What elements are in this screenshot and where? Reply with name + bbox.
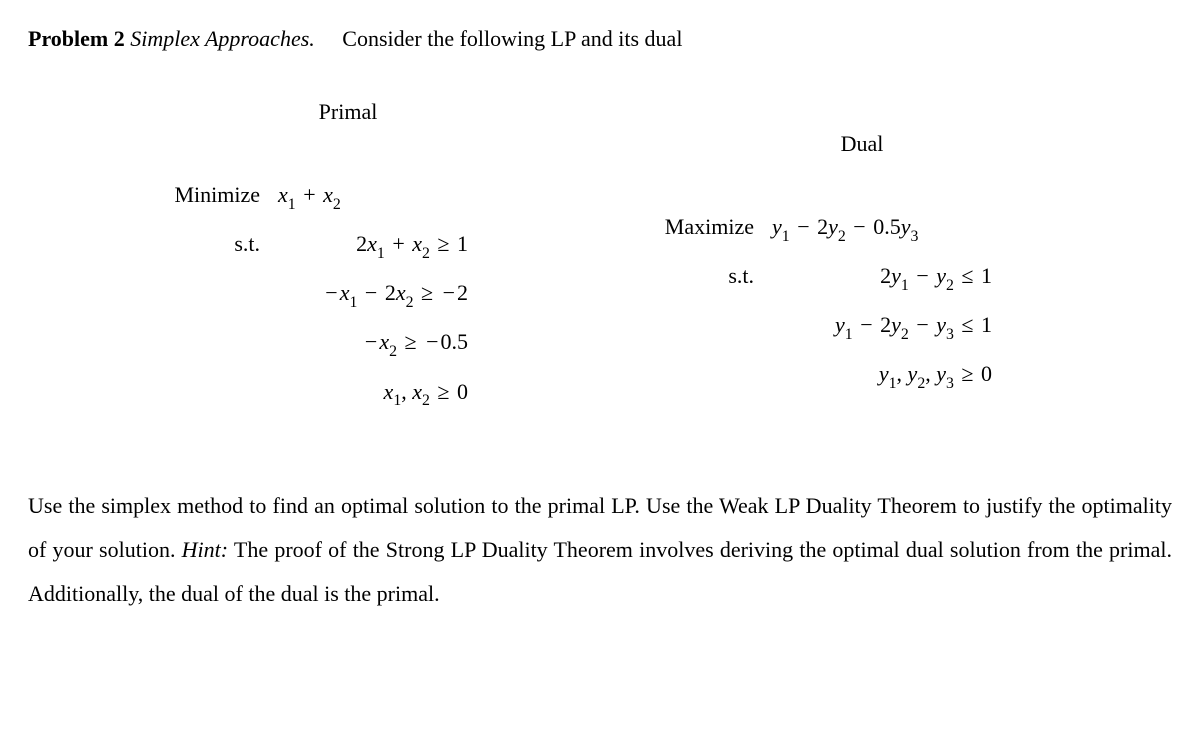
dual-constraint-row: s.t. 2y1 − y2 ≤ 1: [632, 259, 1092, 296]
problem-intro: Consider the following LP and its dual: [342, 26, 682, 51]
dual-direction: Maximize: [632, 210, 772, 243]
primal-constraint-row: −x1 − 2x2 ≥ −2: [138, 276, 558, 313]
primal-title: Primal: [138, 95, 558, 128]
primal-constraint-row: x1, x2 ≥ 0: [138, 375, 558, 412]
primal-direction: Minimize: [138, 178, 278, 211]
hint-label: Hint:: [182, 537, 228, 562]
problem-label: Problem 2: [28, 26, 125, 51]
problem-title: Simplex Approaches.: [130, 26, 315, 51]
dual-constraint-row: y1, y2, y3 ≥ 0: [632, 357, 1092, 394]
dual-objective: y1 − 2y2 − 0.5y3: [772, 210, 918, 247]
primal-objective: x1 + x2: [278, 178, 341, 215]
primal-constraint: 2x1 + x2 ≥ 1: [278, 227, 468, 264]
primal-block: Primal Minimize x1 + x2 s.t. 2x1 + x2 ≥ …: [138, 95, 558, 424]
dual-objective-row: Maximize y1 − 2y2 − 0.5y3: [632, 210, 1092, 247]
lp-container: Primal Minimize x1 + x2 s.t. 2x1 + x2 ≥ …: [28, 95, 1172, 424]
dual-constraint: 2y1 − y2 ≤ 1: [772, 259, 992, 296]
dual-st-label: s.t.: [632, 259, 772, 292]
primal-constraint: x1, x2 ≥ 0: [278, 375, 468, 412]
primal-constraint: −x2 ≥ −0.5: [278, 325, 468, 362]
dual-constraint: y1 − 2y2 − y3 ≤ 1: [772, 308, 992, 345]
primal-objective-row: Minimize x1 + x2: [138, 178, 558, 215]
problem-header: Problem 2 Simplex Approaches. Consider t…: [28, 22, 1172, 55]
primal-constraint-row: −x2 ≥ −0.5: [138, 325, 558, 362]
primal-constraint: −x1 − 2x2 ≥ −2: [278, 276, 468, 313]
dual-title: Dual: [632, 127, 1092, 160]
primal-constraint-row: s.t. 2x1 + x2 ≥ 1: [138, 227, 558, 264]
dual-block: Dual Maximize y1 − 2y2 − 0.5y3 s.t. 2y1 …: [632, 127, 1092, 407]
dual-constraint-row: y1 − 2y2 − y3 ≤ 1: [632, 308, 1092, 345]
primal-st-label: s.t.: [138, 227, 278, 260]
body-paragraph: Use the simplex method to find an optima…: [28, 484, 1172, 616]
dual-constraint: y1, y2, y3 ≥ 0: [772, 357, 992, 394]
